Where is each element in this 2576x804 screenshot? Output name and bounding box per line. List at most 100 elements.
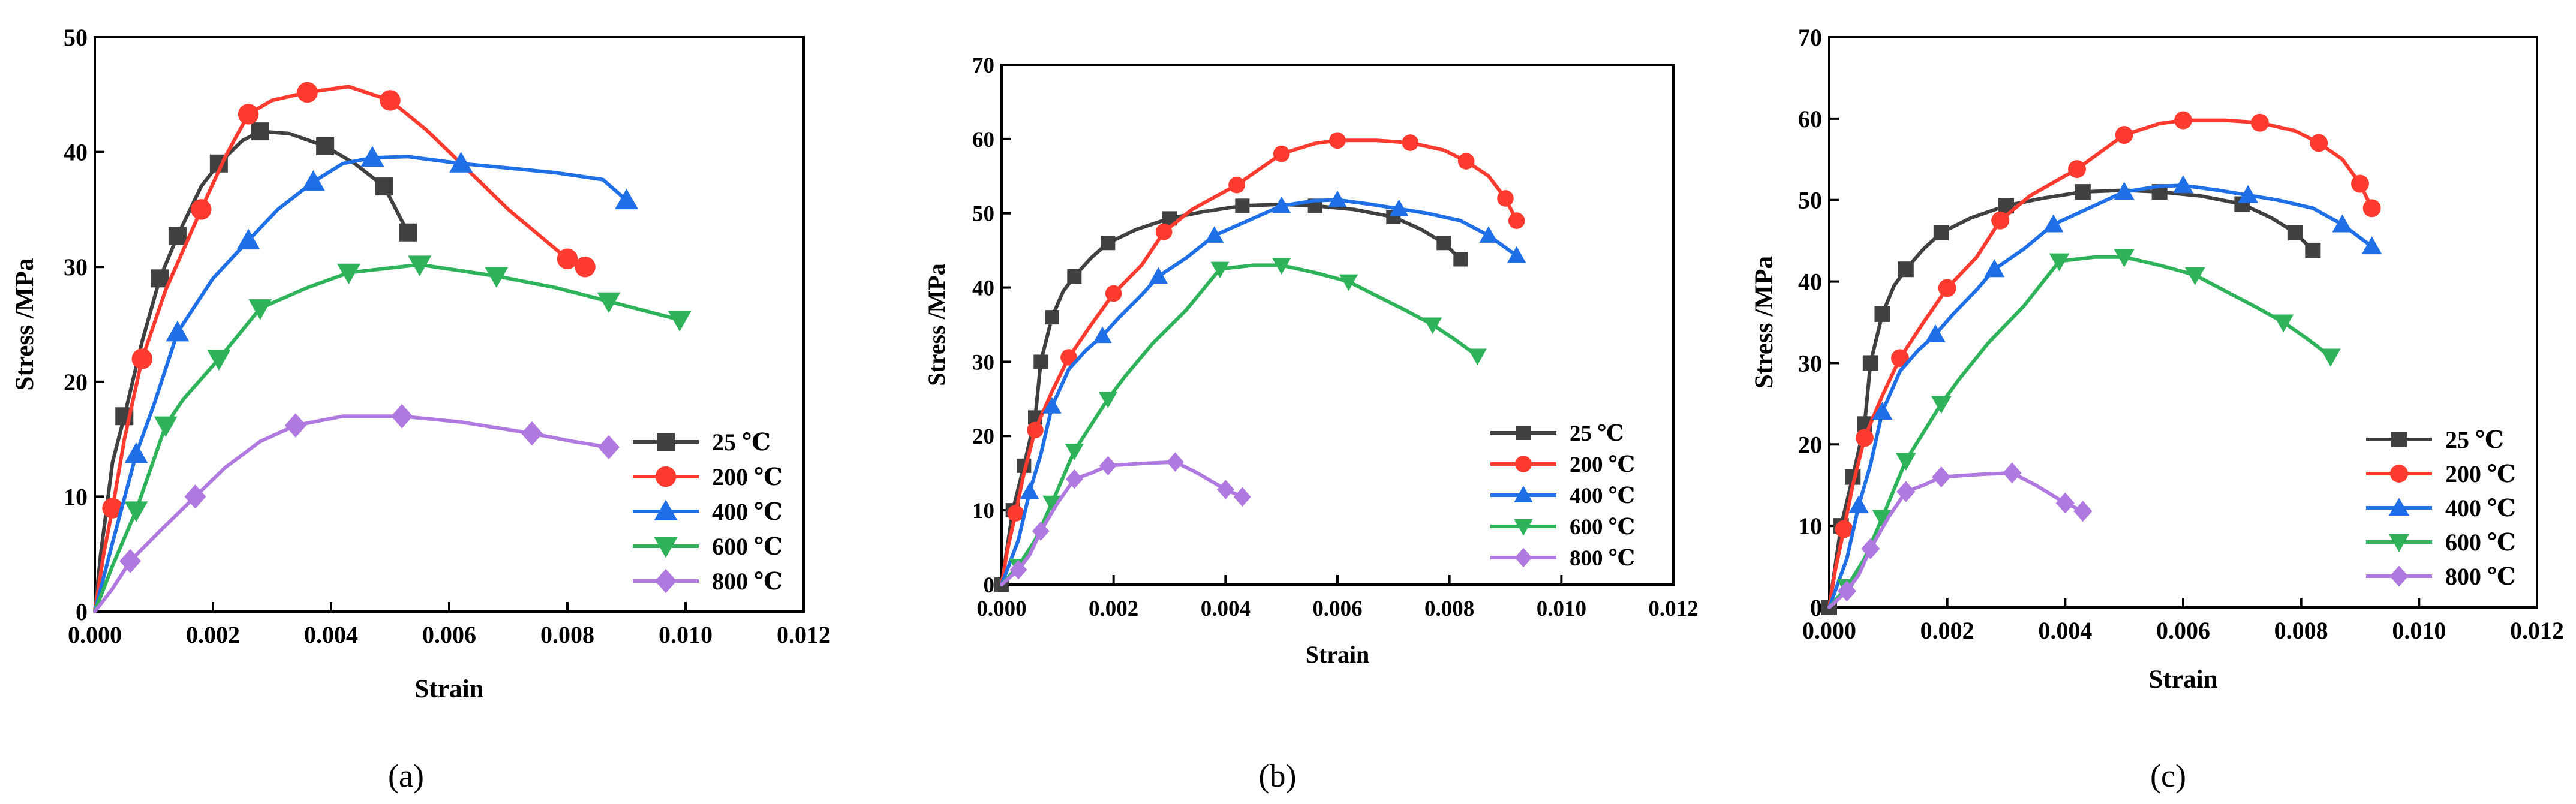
series-line <box>93 85 587 613</box>
data-point-marker <box>1856 429 1874 447</box>
legend-label: 800 ℃ <box>1570 546 1635 571</box>
y-tick-label: 50 <box>1798 187 1822 214</box>
y-tick-label: 70 <box>1798 24 1822 51</box>
x-tick-label: 0.000 <box>1802 617 1856 644</box>
data-point-marker <box>1984 259 2005 278</box>
data-point-marker <box>1101 236 1116 251</box>
x-tick-label: 0.008 <box>540 621 594 648</box>
x-tick-label: 0.008 <box>1424 597 1474 621</box>
x-tick-label: 0.010 <box>1537 597 1586 621</box>
legend-marker <box>655 466 677 487</box>
data-point-marker <box>1453 252 1468 267</box>
legend-marker <box>654 537 678 558</box>
y-tick-label: 50 <box>64 24 88 51</box>
data-point-marker <box>119 549 142 573</box>
y-tick-label: 50 <box>972 202 994 227</box>
data-point-marker <box>1228 176 1245 194</box>
data-point-marker <box>2043 214 2064 233</box>
data-point-marker <box>1166 452 1184 472</box>
data-point-marker <box>615 188 638 210</box>
data-point-marker <box>2332 214 2353 233</box>
panel-label-b: (b) <box>1259 758 1297 794</box>
data-point-marker <box>360 146 384 167</box>
legend-marker <box>1516 426 1531 440</box>
data-point-marker <box>316 137 335 156</box>
data-point-marker <box>1457 153 1475 170</box>
y-tick-label: 0 <box>1810 594 1822 621</box>
series-0 <box>994 198 1468 592</box>
x-tick-label: 0.004 <box>304 621 358 648</box>
data-point-marker <box>1155 223 1173 240</box>
y-tick-label: 20 <box>1798 431 1822 458</box>
y-tick-label: 40 <box>1798 269 1822 296</box>
data-point-marker <box>2075 184 2091 200</box>
series-3 <box>93 255 692 613</box>
data-point-marker <box>2174 111 2192 130</box>
data-point-marker <box>238 104 259 125</box>
y-tick-label: 30 <box>1798 350 1822 377</box>
data-point-marker <box>131 348 153 369</box>
legend-label: 600 ℃ <box>2445 529 2516 556</box>
series-2 <box>1000 190 1526 586</box>
y-tick-label: 60 <box>972 128 994 152</box>
data-point-marker <box>124 442 148 463</box>
data-point-marker <box>1216 480 1234 499</box>
data-point-marker <box>1861 538 1880 559</box>
x-tick-label: 0.006 <box>1312 597 1362 621</box>
data-point-marker <box>375 177 393 196</box>
panel-label-a: (a) <box>388 758 424 794</box>
data-point-marker <box>1007 505 1024 522</box>
data-point-marker <box>1045 310 1059 325</box>
y-tick-label: 0 <box>984 573 995 598</box>
x-tick-label: 0.006 <box>2156 617 2210 644</box>
data-point-marker <box>151 269 169 288</box>
legend-label: 600 ℃ <box>712 533 783 560</box>
series-line <box>1827 183 2374 609</box>
data-point-marker <box>2049 253 2070 272</box>
panel-label-c: (c) <box>2150 758 2186 794</box>
legend-marker <box>1514 486 1533 502</box>
data-point-marker <box>2305 242 2321 258</box>
legend-marker <box>1515 456 1532 472</box>
data-point-marker <box>557 248 578 270</box>
data-point-marker <box>2320 348 2341 367</box>
data-point-marker <box>1862 355 1878 371</box>
legend-marker <box>654 499 678 520</box>
y-axis-label: Stress /MPa <box>1750 256 1778 389</box>
series-line <box>93 414 611 613</box>
legend-label: 25 ℃ <box>712 429 771 456</box>
data-point-marker <box>1065 444 1084 460</box>
y-tick-label: 70 <box>972 53 994 78</box>
data-point-marker <box>1060 349 1077 366</box>
y-tick-label: 40 <box>64 139 88 166</box>
data-point-marker <box>1895 453 1916 471</box>
data-point-marker <box>597 292 621 314</box>
y-axis-label: Stress /MPa <box>923 263 950 386</box>
data-point-marker <box>1423 317 1442 335</box>
series-line <box>1827 255 2332 609</box>
data-point-marker <box>154 416 178 438</box>
data-point-marker <box>236 228 260 250</box>
y-tick-label: 60 <box>1798 106 1822 133</box>
y-tick-label: 10 <box>972 499 994 523</box>
data-point-marker <box>1507 246 1526 263</box>
data-point-marker <box>1093 326 1112 344</box>
x-tick-label: 0.004 <box>1201 597 1251 621</box>
legend: 25 ℃ 200 ℃ 400 ℃ 600 ℃ 800 ℃ <box>633 429 783 595</box>
data-point-marker <box>124 501 148 522</box>
legend-label: 25 ℃ <box>1570 421 1624 446</box>
data-point-marker <box>1837 580 1857 602</box>
data-point-marker <box>1933 225 1949 241</box>
series-4 <box>1000 452 1251 586</box>
data-point-marker <box>408 255 432 276</box>
series-4 <box>93 404 620 613</box>
data-point-marker <box>1874 306 1890 322</box>
data-point-marker <box>1272 258 1291 275</box>
legend-marker <box>2389 565 2409 587</box>
legend-label: 400 ℃ <box>1570 484 1635 508</box>
legend-marker <box>655 568 677 594</box>
data-point-marker <box>521 421 543 446</box>
series-4 <box>1827 462 2093 609</box>
x-tick-label: 0.004 <box>2038 617 2092 644</box>
